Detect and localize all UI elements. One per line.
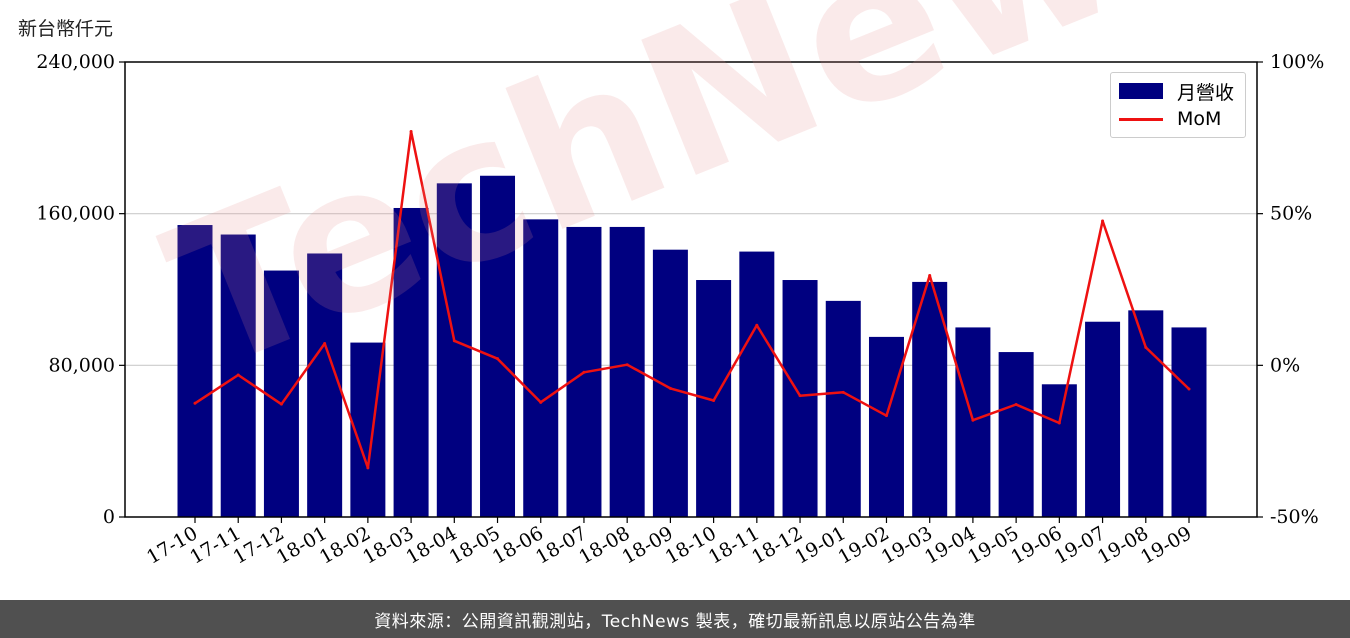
- mom-point-19-06: [1057, 421, 1061, 425]
- mom-point-19-03: [928, 274, 932, 278]
- mom-point-18-11: [755, 323, 759, 327]
- revenue-chart: 080,000160,000240,000-50%0%50%100%17-101…: [36, 51, 1324, 569]
- y-left-tick-label: 160,000: [36, 203, 115, 225]
- y-left-tick-label: 0: [103, 506, 115, 528]
- bar-18-06: [523, 219, 559, 517]
- mom-point-19-08: [1144, 345, 1148, 349]
- y-right-tick-label: 50%: [1270, 203, 1312, 225]
- bar-19-01: [825, 300, 861, 517]
- legend-item-revenue: 月營收: [1119, 79, 1235, 104]
- source-footer-text: 資料來源：公開資訊觀測站，TechNews 製表，確切最新訊息以原站公告為準: [374, 611, 976, 632]
- bar-18-09: [652, 249, 688, 517]
- mom-point-18-01: [323, 341, 327, 345]
- bar-18-11: [739, 251, 775, 518]
- legend-label-mom: MoM: [1177, 108, 1222, 130]
- bar-19-02: [868, 336, 904, 517]
- legend-swatch-bar: [1119, 83, 1163, 99]
- bar-19-07: [1085, 321, 1121, 517]
- mom-point-18-04: [452, 339, 456, 343]
- mom-point-18-02: [366, 466, 370, 470]
- bar-18-04: [436, 183, 472, 518]
- plot-frame: [124, 61, 1258, 518]
- mom-point-19-04: [971, 418, 975, 422]
- y-left-tick-label: 240,000: [36, 51, 115, 73]
- mom-line: [194, 130, 1190, 470]
- source-footer: 資料來源：公開資訊觀測站，TechNews 製表，確切最新訊息以原站公告為準: [0, 600, 1350, 638]
- mom-point-17-10: [193, 401, 197, 405]
- mom-point-18-06: [539, 400, 543, 404]
- mom-point-18-10: [712, 399, 716, 403]
- mom-point-19-07: [1101, 219, 1105, 223]
- mom-point-18-03: [409, 129, 413, 133]
- mom-point-19-02: [884, 414, 888, 418]
- mom-point-18-09: [668, 386, 672, 390]
- bar-19-04: [955, 327, 991, 517]
- mom-point-19-01: [841, 390, 845, 394]
- x-tick-label: 19-09: [1137, 522, 1195, 568]
- bar-18-03: [393, 207, 429, 517]
- y-right-tick-label: 0%: [1270, 354, 1300, 376]
- mom-point-18-07: [582, 370, 586, 374]
- bar-18-01: [307, 253, 343, 517]
- mom-point-19-09: [1187, 387, 1191, 391]
- mom-point-17-12: [279, 402, 283, 406]
- chart-area: TechNews 新台幣仟元 0 80,000 160,000 240,000 -50%…: [18, 0, 1324, 569]
- mom-point-19-05: [1014, 402, 1018, 406]
- mom-point-18-12: [798, 394, 802, 398]
- mom-point-18-08: [625, 363, 629, 367]
- bar-17-12: [263, 270, 299, 517]
- y-axis-unit-label: 新台幣仟元: [18, 18, 114, 40]
- legend-label-revenue: 月營收: [1177, 81, 1235, 104]
- legend: 月營收 MoM: [1110, 72, 1246, 138]
- bar-19-08: [1128, 310, 1164, 517]
- mom-point-18-05: [496, 357, 500, 361]
- bar-17-10: [177, 225, 213, 517]
- bar-19-05: [998, 352, 1034, 517]
- y-right-tick-label: -50%: [1270, 506, 1319, 528]
- y-left-tick-label: 80,000: [49, 354, 115, 376]
- bar-19-09: [1171, 327, 1207, 517]
- mom-point-17-11: [236, 373, 240, 377]
- bar-18-12: [782, 280, 818, 517]
- bar-18-05: [480, 175, 516, 517]
- bar-19-06: [1041, 384, 1077, 517]
- y-right-tick-label: 100%: [1270, 51, 1324, 73]
- bar-19-03: [912, 281, 948, 517]
- legend-swatch-line: [1119, 117, 1163, 121]
- legend-item-mom: MoM: [1119, 107, 1221, 131]
